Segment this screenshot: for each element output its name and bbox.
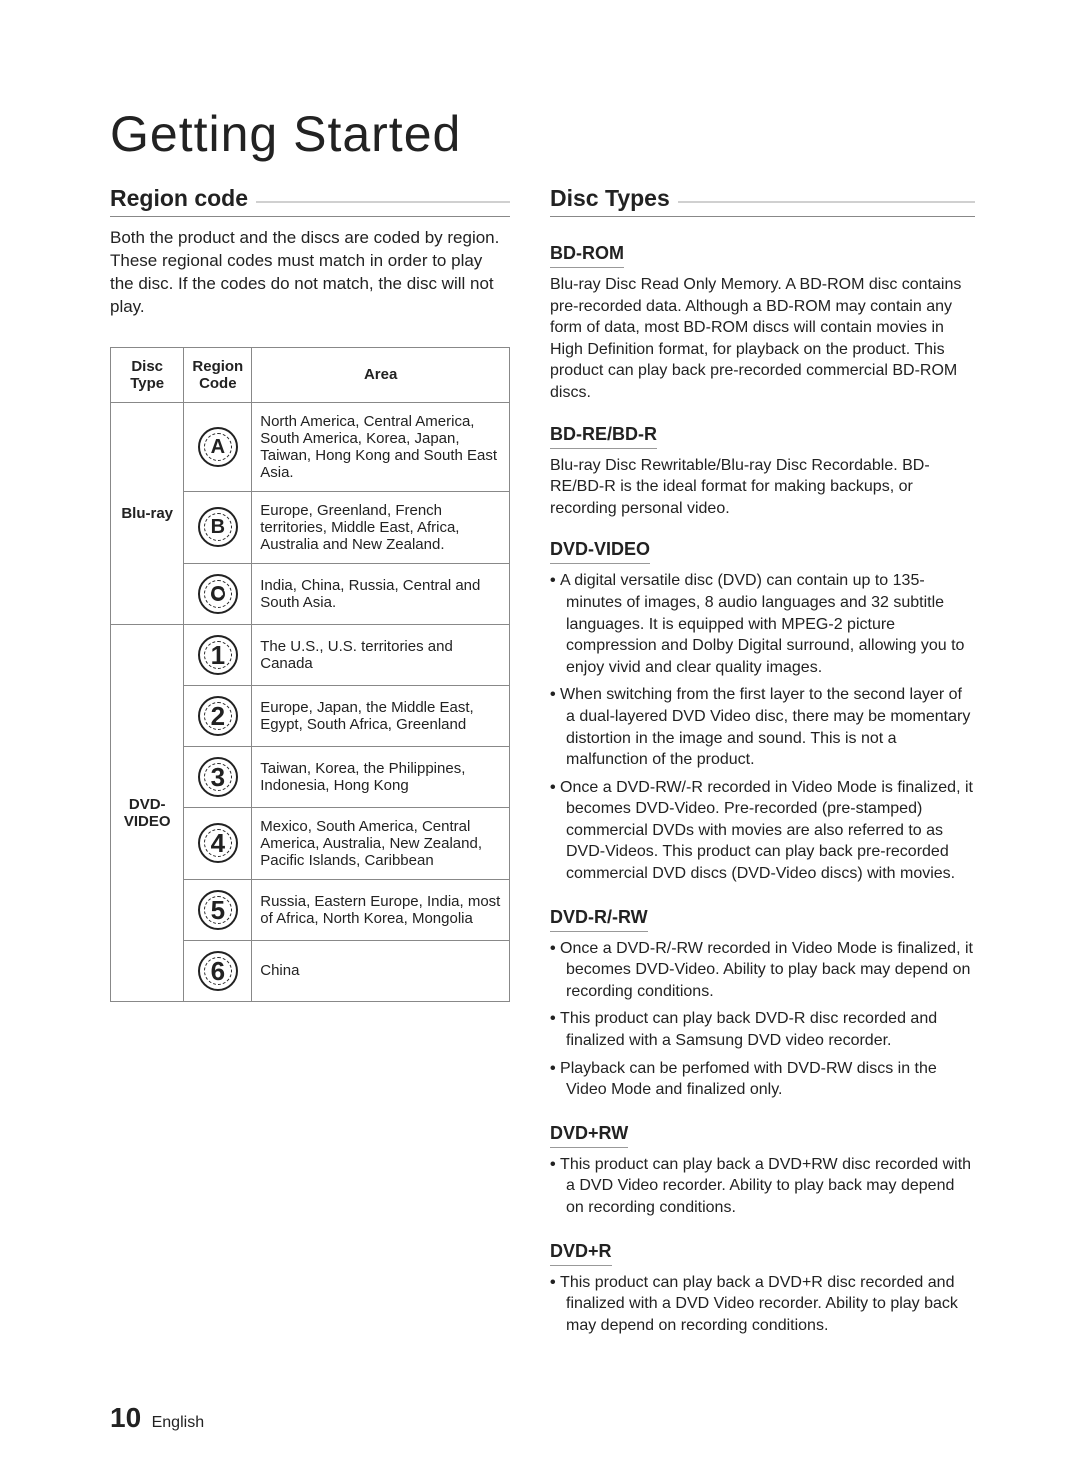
disc-types-heading-text: Disc Types bbox=[550, 185, 670, 212]
region-code-intro: Both the product and the discs are coded… bbox=[110, 227, 510, 319]
disc-bullet-list: This product can play back a DVD+RW disc… bbox=[550, 1154, 975, 1219]
th-area: Area bbox=[252, 347, 510, 402]
region-code-icon: 6 bbox=[198, 951, 238, 991]
heading-rule bbox=[256, 201, 510, 203]
table-row: Blu-rayANorth America, Central America, … bbox=[111, 402, 510, 491]
area-cell: Mexico, South America, Central America, … bbox=[252, 807, 510, 879]
disc-subheading: DVD-VIDEO bbox=[550, 539, 650, 564]
area-cell: Europe, Japan, the Middle East, Egypt, S… bbox=[252, 685, 510, 746]
th-region-code: Region Code bbox=[184, 347, 252, 402]
disc-paragraph: Blu-ray Disc Rewritable/Blu-ray Disc Rec… bbox=[550, 455, 975, 520]
disc-type-cell: Blu-ray bbox=[111, 402, 184, 624]
region-code-table: Disc Type Region Code Area Blu-rayANorth… bbox=[110, 347, 510, 1002]
disc-bullet-item: Once a DVD-R/-RW recorded in Video Mode … bbox=[550, 938, 975, 1003]
heading-rule bbox=[678, 201, 975, 203]
region-code-cell: C bbox=[184, 563, 252, 624]
region-code-cell: 4 bbox=[184, 807, 252, 879]
area-cell: China bbox=[252, 940, 510, 1001]
region-code-cell: B bbox=[184, 491, 252, 563]
region-code-cell: 5 bbox=[184, 879, 252, 940]
right-column: Disc Types BD-ROM Blu-ray Disc Read Only … bbox=[550, 185, 975, 1342]
area-cell: The U.S., U.S. territories and Canada bbox=[252, 624, 510, 685]
disc-bullet-item: This product can play back a DVD+R disc … bbox=[550, 1272, 975, 1337]
region-code-cell: 6 bbox=[184, 940, 252, 1001]
region-code-heading-text: Region code bbox=[110, 185, 248, 212]
region-code-icon: 2 bbox=[198, 696, 238, 736]
disc-bullet-item: A digital versatile disc (DVD) can conta… bbox=[550, 570, 975, 678]
region-code-heading: Region code bbox=[110, 185, 510, 217]
disc-subheading: DVD+RW bbox=[550, 1123, 628, 1148]
region-code-icon: A bbox=[198, 427, 238, 467]
disc-types-heading: Disc Types bbox=[550, 185, 975, 217]
disc-bullet-item: This product can play back DVD-R disc re… bbox=[550, 1008, 975, 1051]
area-cell: India, China, Russia, Central and South … bbox=[252, 563, 510, 624]
area-cell: Russia, Eastern Europe, India, most of A… bbox=[252, 879, 510, 940]
area-cell: North America, Central America, South Am… bbox=[252, 402, 510, 491]
region-code-cell: 1 bbox=[184, 624, 252, 685]
disc-bullet-item: Once a DVD-RW/-R recorded in Video Mode … bbox=[550, 777, 975, 885]
region-code-icon: B bbox=[198, 507, 238, 547]
disc-paragraph: Blu-ray Disc Read Only Memory. A BD-ROM … bbox=[550, 274, 975, 404]
disc-subheading: BD-RE/BD-R bbox=[550, 424, 657, 449]
disc-bullet-list: This product can play back a DVD+R disc … bbox=[550, 1272, 975, 1337]
region-code-icon: 5 bbox=[198, 890, 238, 930]
page-footer: 10 English bbox=[110, 1402, 975, 1434]
page-number: 10 bbox=[110, 1402, 141, 1433]
region-code-cell: 3 bbox=[184, 746, 252, 807]
table-row: DVD-VIDEO1The U.S., U.S. territories and… bbox=[111, 624, 510, 685]
region-code-cell: A bbox=[184, 402, 252, 491]
disc-subheading: BD-ROM bbox=[550, 243, 624, 268]
area-cell: Taiwan, Korea, the Philippines, Indonesi… bbox=[252, 746, 510, 807]
region-code-icon: 4 bbox=[198, 823, 238, 863]
content-columns: Region code Both the product and the dis… bbox=[110, 185, 975, 1342]
disc-bullet-item: This product can play back a DVD+RW disc… bbox=[550, 1154, 975, 1219]
disc-bullet-item: Playback can be perfomed with DVD-RW dis… bbox=[550, 1058, 975, 1101]
disc-type-cell: DVD-VIDEO bbox=[111, 624, 184, 1001]
disc-subheading: DVD+R bbox=[550, 1241, 612, 1266]
disc-bullet-list: A digital versatile disc (DVD) can conta… bbox=[550, 570, 975, 884]
region-code-cell: 2 bbox=[184, 685, 252, 746]
region-code-icon: 3 bbox=[198, 757, 238, 797]
th-disc-type: Disc Type bbox=[111, 347, 184, 402]
region-code-icon: C bbox=[198, 574, 238, 614]
left-column: Region code Both the product and the dis… bbox=[110, 185, 510, 1342]
disc-bullet-list: Once a DVD-R/-RW recorded in Video Mode … bbox=[550, 938, 975, 1101]
region-code-icon: 1 bbox=[198, 635, 238, 675]
disc-subheading: DVD-R/-RW bbox=[550, 907, 648, 932]
page-title: Getting Started bbox=[110, 105, 975, 163]
disc-bullet-item: When switching from the first layer to t… bbox=[550, 684, 975, 770]
area-cell: Europe, Greenland, French territories, M… bbox=[252, 491, 510, 563]
page-language: English bbox=[152, 1414, 204, 1431]
